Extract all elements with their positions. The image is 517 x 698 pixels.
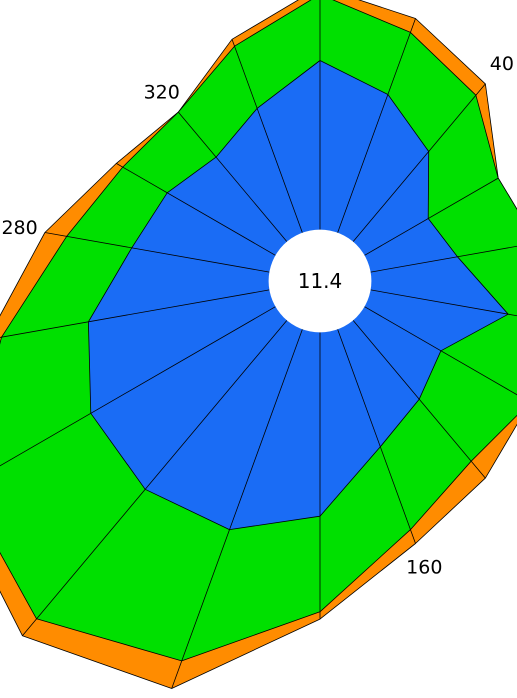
center-hole xyxy=(268,229,372,333)
rose-spoke xyxy=(352,83,486,242)
direction-tick-label: 320 xyxy=(144,81,180,103)
rose-spoke xyxy=(0,289,270,338)
rose-spoke xyxy=(171,329,303,689)
rose-spoke xyxy=(337,18,416,233)
rose-spoke xyxy=(370,245,517,273)
rose-spoke xyxy=(364,306,517,396)
rose-spoke xyxy=(337,329,416,544)
rose-spoke xyxy=(177,111,288,242)
direction-tick-label: 280 xyxy=(1,217,37,239)
rose-spoke xyxy=(231,39,303,233)
rose-spoke xyxy=(22,320,288,636)
rose-spoke xyxy=(364,177,499,256)
direction-tick-label: 160 xyxy=(406,557,442,579)
rose-spoke xyxy=(0,306,276,467)
rose-spoke xyxy=(370,289,517,317)
rose-spoke xyxy=(44,232,270,273)
rose-spoke xyxy=(116,163,276,256)
direction-tick-label: 40 xyxy=(490,53,514,75)
center-value-label: 11.4 xyxy=(298,269,343,293)
rose-spoke xyxy=(352,320,486,479)
